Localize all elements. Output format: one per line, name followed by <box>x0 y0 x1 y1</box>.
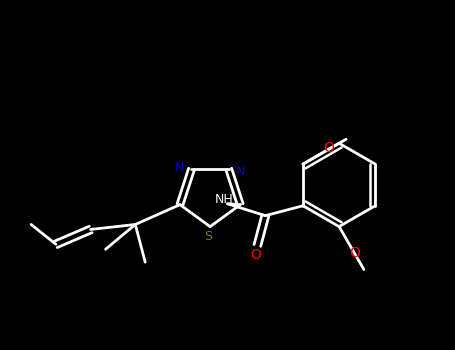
Text: O: O <box>324 141 334 155</box>
Text: S: S <box>204 230 212 243</box>
Text: O: O <box>250 248 261 262</box>
Text: NH: NH <box>214 193 233 206</box>
Text: N: N <box>236 164 245 178</box>
Text: N: N <box>175 161 184 174</box>
Text: O: O <box>349 246 360 260</box>
